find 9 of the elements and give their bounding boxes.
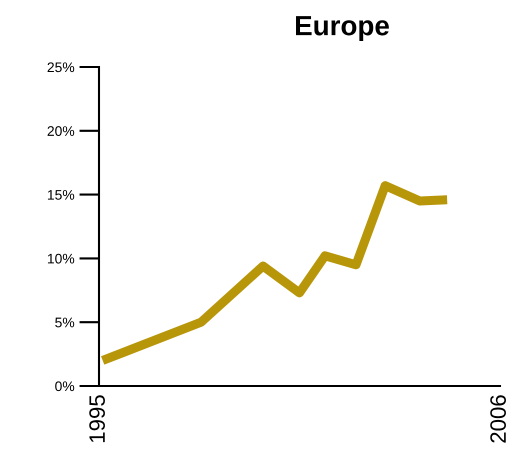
y-tick-label: 20%	[48, 126, 74, 136]
x-tick-label: 2006	[490, 395, 506, 443]
y-tick-label: 5%	[55, 318, 74, 328]
y-tick-label: 15%	[48, 190, 74, 200]
chart-title: Europe	[296, 16, 389, 41]
y-tick-label: 10%	[48, 254, 74, 264]
x-tick-label: 1995	[89, 395, 105, 442]
y-tick-label: 25%	[48, 62, 74, 72]
y-tick-label: 0%	[55, 381, 74, 392]
